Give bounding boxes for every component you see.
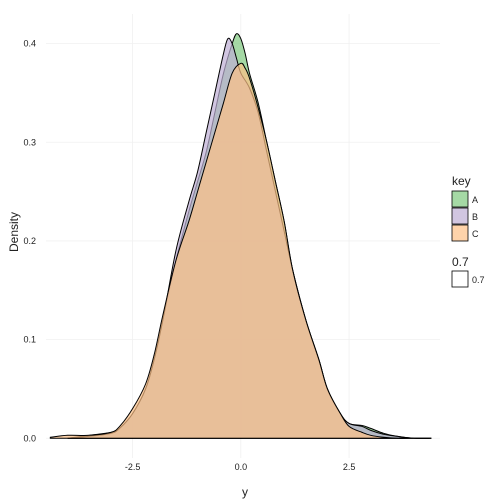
legend-label-c: C [472,229,479,239]
y-tick-label: 0.3 [23,137,36,147]
legend-alpha-label: 0.7 [472,275,485,285]
x-tick-label: 0.0 [235,462,248,472]
legend: key ABC 0.7 0.7 [451,174,485,288]
legend-key-a [451,190,469,208]
legend-key-b [451,207,469,225]
legend-fill-title: key [452,174,471,188]
density-areas [49,33,432,439]
x-axis-title: y [242,485,248,499]
legend-alpha-key [451,270,469,288]
y-axis-title: Density [7,212,21,252]
y-tick-label: 0.4 [23,39,36,49]
y-tick-labels: 0.0 0.1 0.2 0.3 0.4 [23,39,36,444]
y-tick-label: 0.1 [23,335,36,345]
legend-label-a: A [472,195,478,205]
legend-alpha-title: 0.7 [452,255,469,269]
legend-key-c [451,224,469,242]
x-tick-label: 2.5 [343,462,356,472]
legend-label-b: B [472,212,478,222]
legend-fill-keys: ABC [451,190,479,242]
y-tick-label: 0.2 [23,236,36,246]
x-tick-labels: -2.5 0.0 2.5 [125,462,355,472]
x-tick-label: -2.5 [125,462,141,472]
density-area-c [49,62,432,439]
y-tick-label: 0.0 [23,433,36,443]
